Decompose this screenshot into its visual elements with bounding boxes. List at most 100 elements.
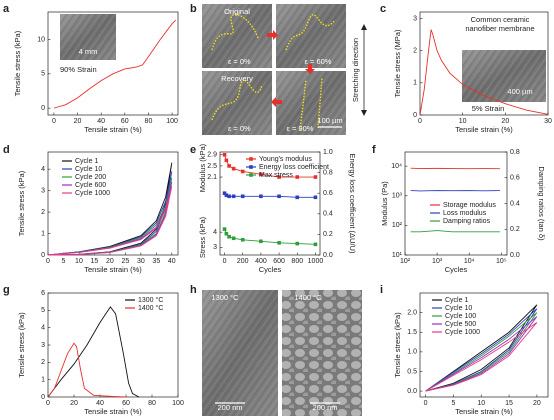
y-axis-label: Tensile stress (kPa) — [13, 30, 22, 96]
x-tick-label: 80 — [148, 400, 156, 407]
y2-axis-label: Damping ratios (tan δ) — [537, 166, 546, 241]
panel-letter: g — [3, 284, 10, 296]
image-label: Stretching direction — [351, 38, 360, 102]
marker — [231, 236, 236, 241]
marker — [227, 234, 231, 239]
y-tick-label: 0 — [413, 112, 417, 119]
x-tick-label: 0 — [52, 118, 56, 125]
x-tick-label: 600 — [273, 258, 285, 265]
series-line — [419, 29, 549, 116]
y2-tick-label: 0.6 — [510, 175, 520, 182]
arrow — [267, 30, 278, 40]
x-tick-label: 15 — [91, 258, 99, 265]
micrograph-texture — [202, 4, 272, 68]
y-tick-label: 3 — [413, 15, 417, 22]
y-axis-label: Stress (kPa) — [198, 216, 207, 258]
axes-frame — [47, 11, 179, 116]
y-tick-label: 5 — [41, 307, 45, 314]
x-tick-label: 10⁵ — [496, 258, 507, 265]
x-axis-label: Tensile strain (%) — [455, 407, 513, 416]
series-line — [425, 316, 538, 392]
micrograph-texture — [282, 290, 362, 416]
marker — [222, 227, 227, 231]
micrograph-texture — [276, 71, 346, 135]
y-axis-label: Tensile stress (MPa) — [393, 29, 402, 97]
image-label: ε = 0% — [228, 124, 251, 133]
fiber-trace — [299, 77, 323, 131]
y-tick-label: 3 — [41, 342, 45, 349]
series-line — [47, 171, 173, 256]
y2-tick-label: 0.4 — [323, 211, 333, 218]
y2-tick-label: 0.0 — [323, 252, 333, 259]
y-tick-label: 0 — [41, 252, 45, 259]
y2-tick-label: 0.0 — [510, 252, 520, 259]
x-tick-label: 0 — [46, 258, 50, 265]
image-label: 100 µm — [317, 116, 342, 125]
y-axis-label: Modulus (Pa) — [380, 181, 389, 226]
legend-label: Max stress — [259, 172, 293, 179]
y-tick-label: 1.0 — [407, 349, 417, 356]
legend-label: Loss modulus — [443, 210, 487, 217]
x-tick-label: 200 — [237, 258, 249, 265]
marker — [295, 241, 300, 246]
panel-letter: f — [372, 144, 376, 156]
x-tick-label: 5 — [451, 400, 455, 407]
y-tick-label: 10³ — [392, 193, 403, 200]
legend-label: Energy loss coefficient — [259, 164, 329, 171]
x-tick-label: 5 — [62, 258, 66, 265]
image-label: ε = 60% — [305, 57, 332, 66]
marker — [313, 175, 318, 179]
marker — [277, 175, 281, 179]
legend-label: Young's modulus — [259, 156, 312, 163]
arrow — [305, 64, 315, 74]
marker — [222, 152, 227, 157]
panel-letter: b — [190, 3, 197, 15]
annotation: 400 µm — [507, 87, 532, 96]
x-tick-label: 400 — [255, 258, 267, 265]
panel-letter: a — [3, 3, 10, 15]
x-tick-label: 20 — [70, 400, 78, 407]
marker — [259, 194, 263, 199]
y2-tick-label: 0.6 — [323, 190, 333, 197]
x-tick-label: 20 — [74, 118, 82, 125]
micrograph-texture — [202, 290, 278, 416]
marker — [240, 237, 245, 242]
marker — [224, 231, 229, 236]
axes-frame — [419, 292, 549, 398]
annotation: 4 mm — [79, 47, 98, 56]
x-tick-label: 15 — [505, 400, 513, 407]
series-line — [224, 228, 316, 245]
marker — [240, 194, 245, 199]
series-line — [425, 308, 538, 392]
marker — [231, 166, 236, 171]
inset-texture — [462, 50, 546, 102]
image-label: 200 nm — [217, 403, 242, 412]
marker — [295, 195, 300, 200]
image-label: Recovery — [221, 74, 253, 83]
marker — [313, 195, 318, 200]
marker — [222, 191, 227, 195]
image-label: Original — [224, 7, 250, 16]
image-label: 1300 °C — [211, 293, 239, 302]
y-tick-label: 4 — [41, 166, 45, 173]
y-tick-label: 2.1 — [207, 174, 217, 181]
series-line — [425, 312, 538, 392]
legend-label: Cycle 1000 — [75, 190, 110, 197]
legend-label: Cycle 500 — [445, 321, 476, 328]
y-tick-label: 2 — [413, 47, 417, 54]
y-tick-label: 4 — [41, 325, 45, 332]
y-axis-label: Tensile stress (kPa) — [393, 312, 402, 378]
arrow — [271, 97, 282, 107]
x-tick-label: 20 — [501, 118, 509, 125]
legend-label: Cycle 1 — [445, 297, 468, 304]
y-tick-label: 1 — [41, 377, 45, 384]
y-tick-label: 2.0 — [407, 309, 417, 316]
series-line — [47, 342, 127, 398]
y-tick-label: 2.9 — [207, 152, 217, 159]
x-tick-label: 10 — [75, 258, 83, 265]
x-tick-label: 25 — [121, 258, 129, 265]
annotation: nanofiber membrane — [465, 24, 534, 33]
y-tick-label: 5 — [41, 71, 45, 78]
series-line — [425, 322, 538, 392]
